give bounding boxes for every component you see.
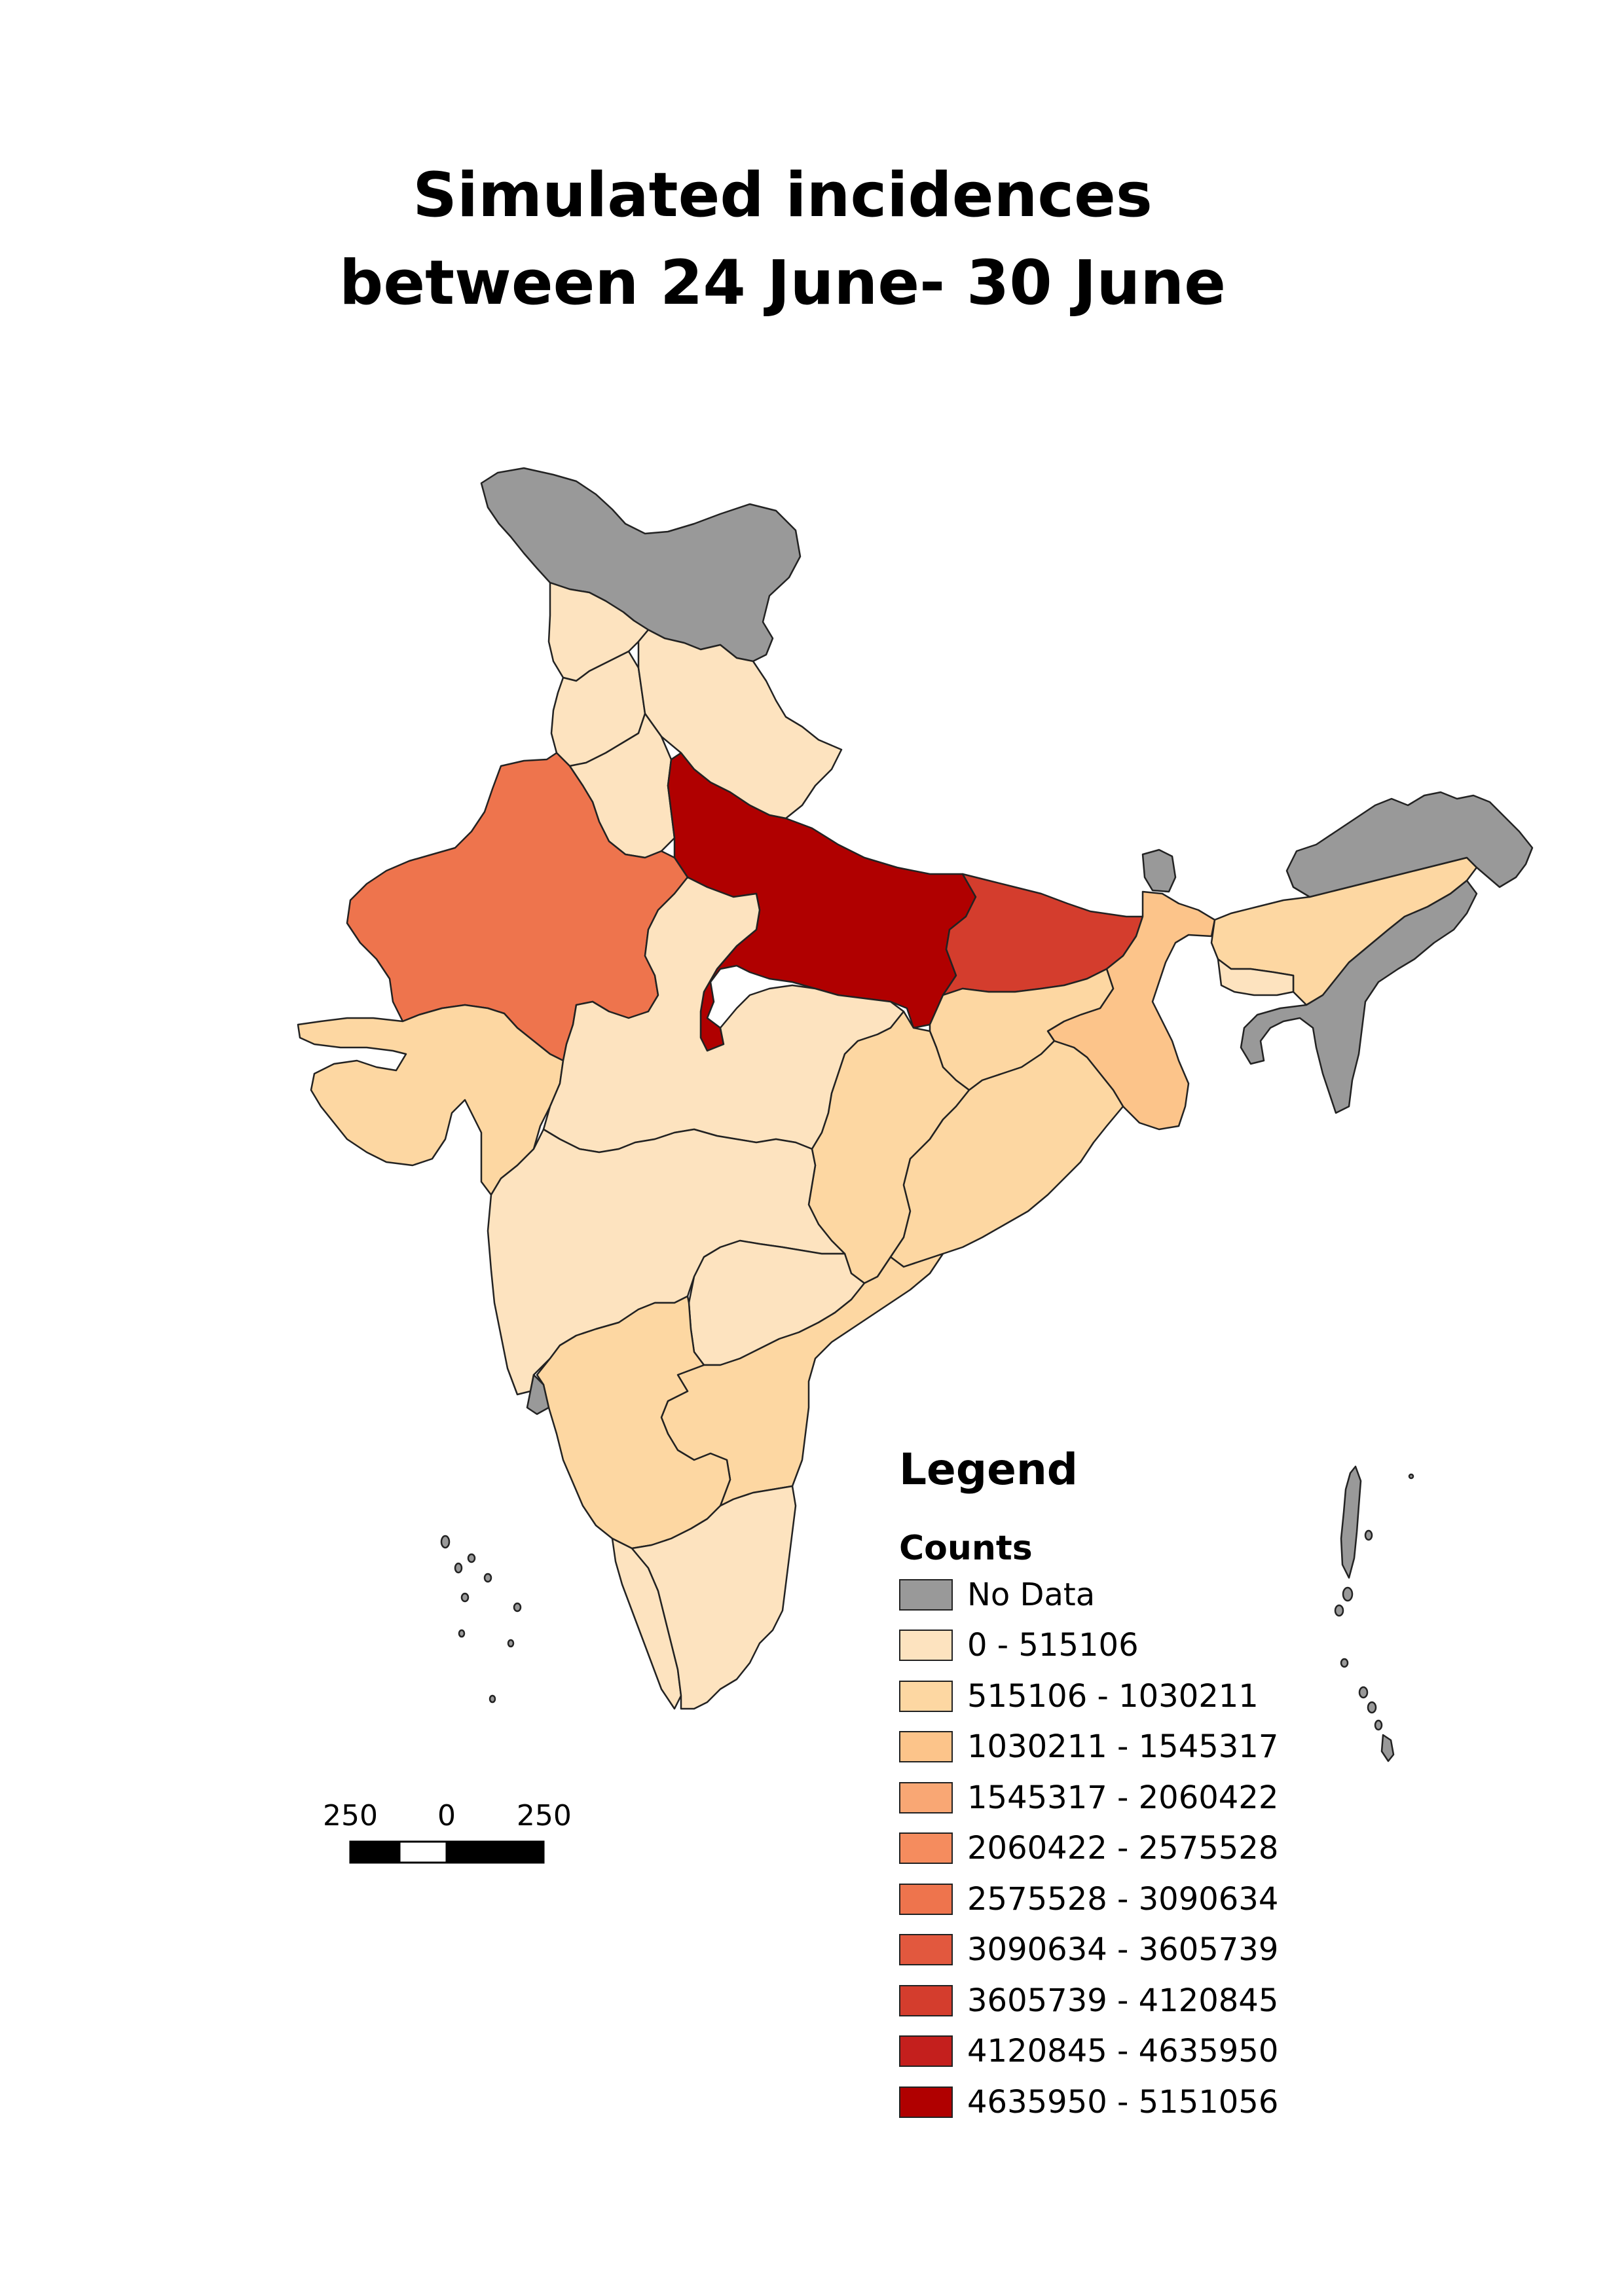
scale-label-right: 250 km: [517, 1799, 583, 1832]
region-meghalaya: [1217, 958, 1295, 996]
region-arunachal: [1285, 791, 1534, 898]
legend-heading: Legend: [899, 1444, 1079, 1495]
region-lakshadweep: [440, 1535, 522, 1704]
legend-swatch: [899, 1630, 953, 1662]
legend-classes: No Data 0 - 515106 515106 - 1030211 1030211…: [899, 1569, 1278, 2128]
legend-item: 515106 - 1030211: [899, 1671, 1278, 1722]
region-andaman-nicobar: [1334, 1465, 1414, 1762]
region-karnataka: [536, 1295, 731, 1550]
legend-swatch: [899, 1680, 953, 1712]
map-title-line1: Simulated incidences: [413, 160, 1153, 231]
legend-swatch: [899, 1578, 953, 1611]
region-northeast: [1240, 879, 1478, 1114]
legend-swatch: [899, 2035, 953, 2068]
region-tamil-nadu: [631, 1485, 797, 1710]
scale-segment-3: [445, 1840, 545, 1864]
scale-label-left: 250: [323, 1799, 378, 1832]
scale-segment-2: [398, 1840, 448, 1864]
legend-label: 4635950 - 5151056: [967, 2083, 1279, 2121]
legend-label: 1545317 - 2060422: [967, 1779, 1279, 1816]
legend-label: 0 - 515106: [967, 1627, 1139, 1664]
legend-swatch: [899, 1883, 953, 1915]
legend-item: 0 - 515106: [899, 1620, 1278, 1671]
legend-label: No Data: [967, 1576, 1096, 1613]
legend-label: 515106 - 1030211: [967, 1677, 1259, 1715]
legend-swatch: [899, 1934, 953, 1966]
legend-label: 2060422 - 2575528: [967, 1830, 1279, 1867]
region-gujarat: [297, 1004, 564, 1196]
scale-bar: 250 0 250 km: [323, 1799, 583, 1864]
legend-swatch: [899, 2086, 953, 2118]
legend-item: 3605739 - 4120845: [899, 1975, 1278, 2026]
legend-item: 2575528 - 3090634: [899, 1874, 1278, 1925]
region-goa: [526, 1374, 550, 1415]
legend-label: 2575528 - 3090634: [967, 1880, 1279, 1918]
legend-label: 4120845 - 4635950: [967, 2033, 1279, 2070]
region-sikkim: [1141, 848, 1177, 893]
legend-item: 4120845 - 4635950: [899, 2026, 1278, 2077]
legend-label: 1030211 - 1545317: [967, 1728, 1279, 1766]
legend-item: 3090634 - 3605739: [899, 1925, 1278, 1976]
legend-subheading: Counts: [899, 1529, 1033, 1568]
legend-item: 2060422 - 2575528: [899, 1823, 1278, 1874]
legend-swatch: [899, 1984, 953, 2016]
scale-segment-1: [349, 1840, 401, 1864]
region-odisha: [889, 1040, 1124, 1268]
legend-swatch: [899, 1832, 953, 1865]
legend-label: 3605739 - 4120845: [967, 1982, 1279, 2019]
legend-item: No Data: [899, 1569, 1278, 1620]
scale-label-zero: 0: [437, 1799, 456, 1832]
region-uttarakhand: [637, 629, 843, 820]
legend: Legend Counts No Data 0 - 515106 515106 - …: [899, 1444, 1278, 2128]
map-title-line2: between 24 June- 30 June: [339, 247, 1226, 319]
legend-item: 4635950 - 5151056: [899, 2077, 1278, 2128]
legend-item: 1030211 - 1545317: [899, 1722, 1278, 1773]
map-title: Simulated incidences between 24 June- 30…: [0, 152, 1565, 327]
legend-swatch: [899, 1731, 953, 1763]
legend-label: 3090634 - 3605739: [967, 1931, 1279, 1969]
legend-swatch: [899, 1781, 953, 1813]
legend-item: 1545317 - 2060422: [899, 1772, 1278, 1823]
